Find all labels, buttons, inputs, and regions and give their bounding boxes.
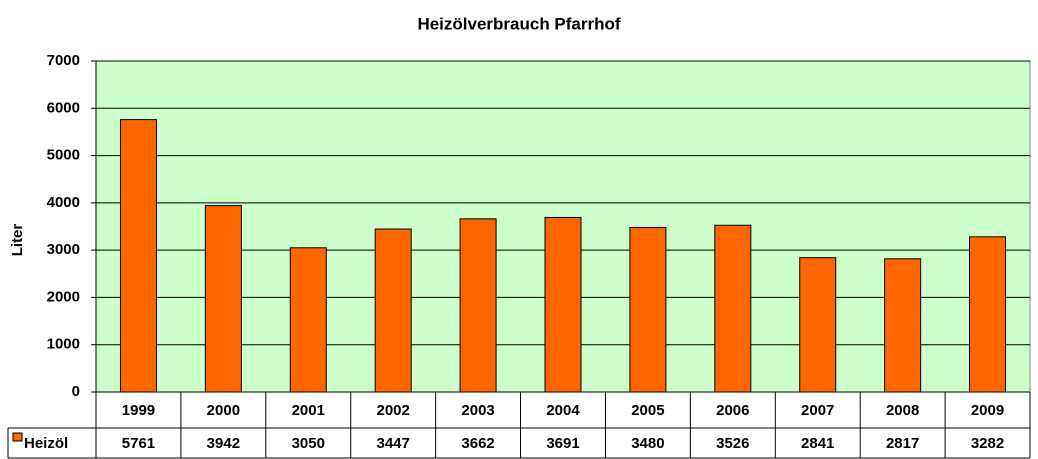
x-tick-label: 1999 — [122, 402, 155, 419]
bar — [374, 228, 412, 393]
table-value: 3282 — [971, 435, 1004, 452]
table-value: 3480 — [631, 435, 664, 452]
table-value: 3526 — [716, 435, 749, 452]
y-tick-label: 5000 — [47, 147, 80, 164]
x-tick-label: 2009 — [971, 402, 1004, 419]
bar — [459, 218, 497, 393]
x-tick-label: 2008 — [886, 402, 919, 419]
y-tick-label: 7000 — [47, 52, 80, 69]
x-tick-label: 2002 — [376, 402, 409, 419]
x-tick-label: 2006 — [716, 402, 749, 419]
bar — [119, 119, 157, 393]
bar — [799, 257, 837, 393]
bar — [544, 216, 582, 393]
bar — [714, 224, 752, 393]
y-tick-label: 0 — [72, 383, 80, 400]
table-value: 2817 — [886, 435, 919, 452]
table-value: 3691 — [546, 435, 579, 452]
x-tick-label: 2005 — [631, 402, 664, 419]
table-value: 2841 — [801, 435, 834, 452]
x-tick-label: 2001 — [292, 402, 325, 419]
y-tick-label: 6000 — [47, 99, 80, 116]
legend-key — [12, 432, 23, 442]
table-value: 3050 — [292, 435, 325, 452]
bar — [969, 236, 1007, 393]
bar — [204, 205, 242, 393]
y-axis-label: Liter — [9, 224, 26, 257]
x-tick-label: 2003 — [461, 402, 494, 419]
bar — [289, 247, 327, 393]
bar — [629, 226, 667, 393]
legend-label: Heizöl — [24, 435, 68, 452]
table-value: 3447 — [376, 435, 409, 452]
y-tick-label: 4000 — [47, 194, 80, 211]
x-tick-label: 2000 — [207, 402, 240, 419]
y-tick-label: 2000 — [47, 288, 80, 305]
table-value: 5761 — [122, 435, 155, 452]
y-tick-label: 1000 — [47, 336, 80, 353]
table-value: 3662 — [461, 435, 494, 452]
bar — [884, 258, 922, 393]
x-tick-label: 2004 — [546, 402, 580, 419]
table-value: 3942 — [207, 435, 240, 452]
y-tick-label: 3000 — [47, 241, 80, 258]
chart-title: Heizölverbrauch Pfarrhof — [417, 14, 620, 33]
x-tick-label: 2007 — [801, 402, 834, 419]
